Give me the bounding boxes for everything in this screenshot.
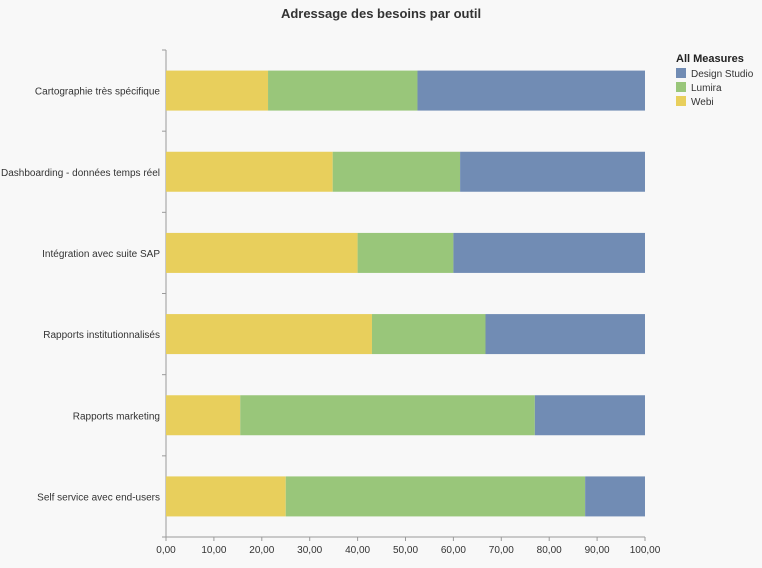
bar-lumira [332,151,461,192]
bar-webi [166,395,241,436]
legend-label-lumira: Lumira [691,83,722,94]
x-tick-label: 80,00 [537,545,562,556]
bar-design-studio [460,151,645,192]
x-tick-label: 90,00 [585,545,610,556]
bar-lumira [371,314,486,355]
bar-webi [166,314,372,355]
x-tick-label: 100,00 [630,545,661,556]
bar-webi [166,232,358,273]
bar-lumira [357,232,454,273]
y-tick-label: Self service avec end-users [37,492,160,503]
x-tick-label: 30,00 [297,545,322,556]
y-tick-label: Intégration avec suite SAP [42,249,160,260]
x-tick-label: 20,00 [249,545,274,556]
chart-title: Adressage des besoins par outil [280,6,482,21]
bar-design-studio [417,70,645,111]
y-tick-label: Rapports marketing [73,411,160,422]
y-tick-label: Rapports institutionnalisés [43,330,160,341]
bar-lumira [285,476,586,517]
legend-swatch-design-studio [676,68,686,78]
x-tick-label: 50,00 [393,545,418,556]
bar-design-studio [453,232,645,273]
x-tick-label: 40,00 [345,545,370,556]
x-tick-label: 70,00 [489,545,514,556]
y-tick-label: Dashboarding - données temps réel [1,168,160,179]
bar-webi [166,151,333,192]
bar-webi [166,476,286,517]
x-tick-label: 60,00 [441,545,466,556]
legend-label-webi: Webi [691,97,714,108]
x-tick-label: 0,00 [156,545,176,556]
legend-title: All Measures [676,53,744,65]
bar-lumira [268,70,418,111]
legend-swatch-webi [676,96,686,106]
x-tick-label: 10,00 [201,545,226,556]
legend-swatch-lumira [676,82,686,92]
bar-design-studio [534,395,645,436]
bar-design-studio [585,476,645,517]
y-tick-label: Cartographie très spécifique [35,87,161,98]
legend-label-design-studio: Design Studio [691,69,754,80]
bar-lumira [240,395,535,436]
bar-design-studio [485,314,645,355]
bar-webi [166,70,269,111]
